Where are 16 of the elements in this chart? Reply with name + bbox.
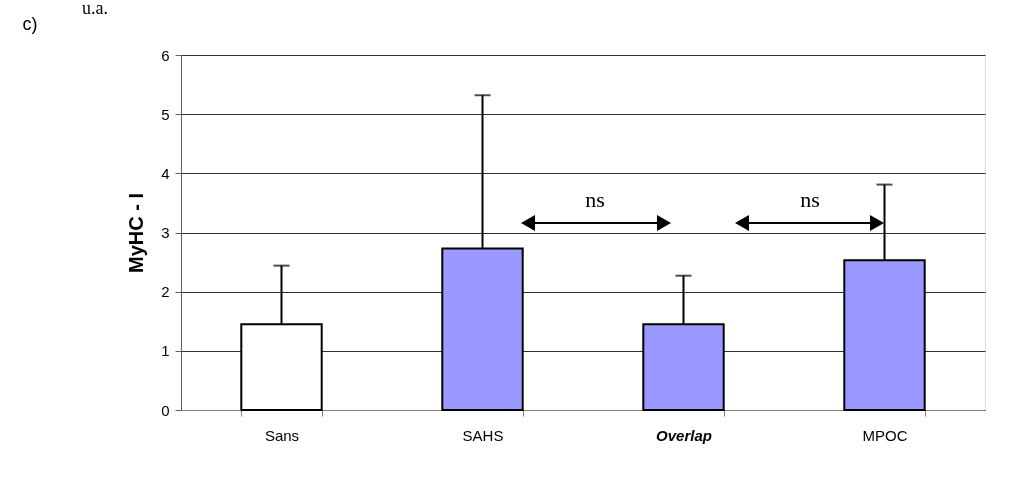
x-tick-label: MPOC bbox=[862, 426, 908, 444]
x-tick-label: Sans bbox=[264, 426, 300, 444]
annotation: ns bbox=[585, 187, 605, 212]
y-tick-label: 1 bbox=[161, 342, 170, 360]
y-tick-label: 6 bbox=[161, 46, 170, 64]
y-tick-label: 3 bbox=[161, 224, 170, 241]
text: c) bbox=[22, 14, 38, 34]
y-tick-label: 0 bbox=[161, 401, 170, 419]
annotation: ns bbox=[800, 187, 820, 212]
y-tick-label: 5 bbox=[161, 105, 170, 123]
y-axis-title: MyHC - I bbox=[125, 193, 148, 273]
x-tick-label: Overlap bbox=[656, 426, 712, 444]
x-tick-label: SAHS bbox=[462, 426, 504, 444]
y-tick-label: 4 bbox=[161, 164, 170, 182]
text: u.a. bbox=[82, 0, 108, 18]
y-tick-label: 2 bbox=[161, 283, 170, 301]
